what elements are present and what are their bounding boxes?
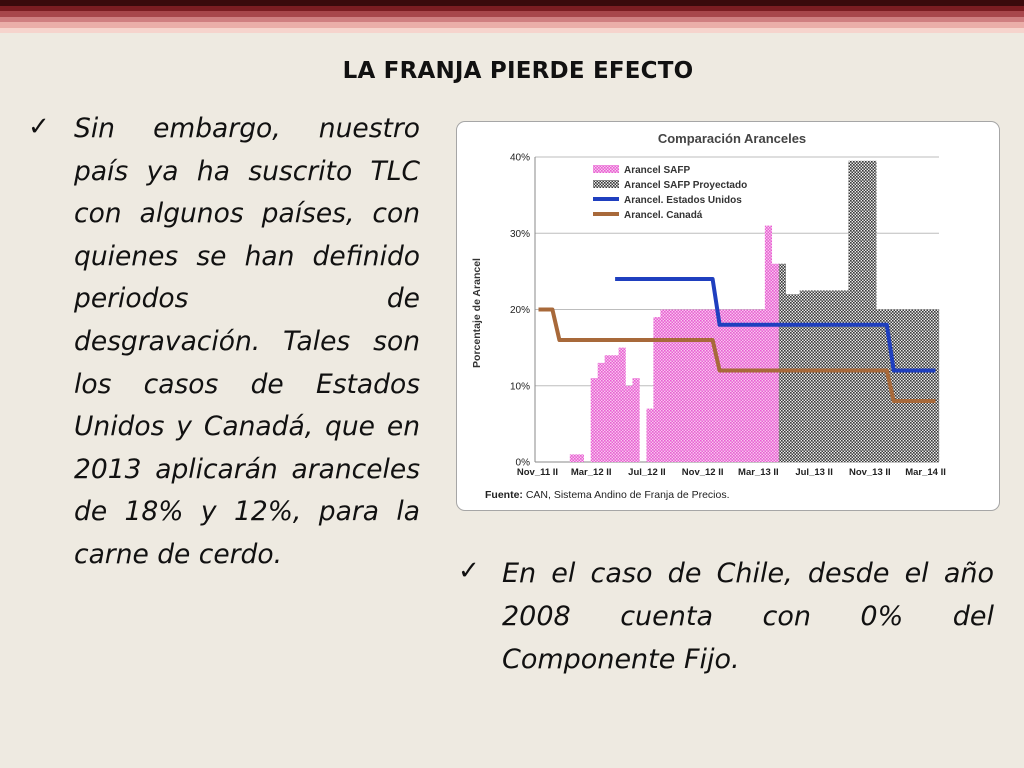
safp-bar bbox=[702, 309, 710, 462]
safp-bar bbox=[597, 362, 605, 462]
safp-projected-bar bbox=[778, 263, 786, 462]
chart-container: Comparación Aranceles Porcentaje de Aran… bbox=[456, 121, 1000, 511]
safp-bar bbox=[730, 309, 738, 462]
safp-projected-bar bbox=[848, 160, 856, 462]
safp-bar bbox=[611, 355, 619, 462]
safp-bar bbox=[590, 378, 598, 462]
safp-bar bbox=[667, 309, 675, 462]
safp-bar bbox=[681, 309, 689, 462]
safp-projected-bar bbox=[918, 309, 926, 462]
safp-bar bbox=[757, 309, 766, 462]
bullet-right-text: En el caso de Chile, desde el año 2008 c… bbox=[502, 558, 994, 675]
y-tick-label: 30% bbox=[510, 229, 530, 240]
header-stripes bbox=[0, 0, 1024, 38]
checkmark-icon: ✓ bbox=[28, 112, 50, 142]
safp-bar bbox=[646, 408, 654, 462]
safp-projected-bar bbox=[932, 309, 940, 462]
safp-projected-bar bbox=[897, 309, 905, 462]
safp-bar bbox=[695, 309, 703, 462]
x-tick-label: Nov_13 II bbox=[849, 467, 891, 478]
stripe bbox=[0, 27, 1024, 33]
safp-projected-bar bbox=[862, 160, 870, 462]
slide-title: LA FRANJA PIERDE EFECTO bbox=[342, 58, 694, 84]
safp-projected-bar bbox=[834, 290, 842, 462]
safp-bar bbox=[771, 263, 779, 462]
safp-projected-bar bbox=[904, 309, 912, 462]
safp-bar bbox=[750, 309, 759, 462]
safp-bar bbox=[653, 317, 661, 462]
safp-projected-bar bbox=[911, 309, 919, 462]
x-tick-label: Jul_13 II bbox=[795, 467, 833, 478]
y-tick-label: 20% bbox=[510, 305, 530, 316]
chart-source: Fuente: CAN, Sistema Andino de Franja de… bbox=[485, 489, 730, 501]
bullet-right: ✓ En el caso de Chile, desde el año 2008… bbox=[458, 552, 994, 681]
y-tick-labels: 0% 10% 20% 30% 40% bbox=[510, 153, 530, 469]
x-tick-label: Jul_12 II bbox=[628, 467, 666, 478]
safp-bar bbox=[604, 355, 612, 462]
safp-bar bbox=[674, 309, 682, 462]
safp-projected-bar bbox=[785, 294, 793, 462]
safp-projected-bar bbox=[792, 294, 800, 462]
x-tick-label: Nov_11 II bbox=[517, 467, 558, 478]
x-tick-label: Mar_13 II bbox=[738, 467, 779, 478]
safp-projected-bar bbox=[855, 160, 863, 462]
legend-swatch-safp bbox=[593, 165, 619, 173]
safp-bar bbox=[660, 309, 668, 462]
canada-tariff-line bbox=[538, 307, 936, 403]
legend-label: Arancel. Canadá bbox=[624, 210, 703, 221]
safp-bar bbox=[569, 454, 577, 462]
x-tick-label: Nov_12 II bbox=[682, 467, 724, 478]
safp-projected-bar bbox=[806, 290, 814, 462]
safp-bar bbox=[737, 309, 745, 462]
safp-projected-bar bbox=[890, 309, 898, 462]
checkmark-icon: ✓ bbox=[458, 556, 480, 586]
safp-bar bbox=[709, 309, 717, 462]
safp-bar bbox=[618, 347, 626, 462]
safp-bar bbox=[632, 378, 640, 462]
safp-projected-bar bbox=[883, 309, 891, 462]
source-text: CAN, Sistema Andino de Franja de Precios… bbox=[523, 489, 730, 501]
legend-label: Arancel. Estados Unidos bbox=[624, 195, 742, 206]
safp-projected-bar bbox=[876, 309, 884, 462]
safp-projected-bar bbox=[869, 160, 877, 462]
bar-series bbox=[569, 160, 940, 462]
safp-bar bbox=[723, 309, 731, 462]
line-series bbox=[538, 277, 936, 403]
tariff-comparison-chart: Comparación Aranceles Porcentaje de Aran… bbox=[471, 131, 946, 501]
y-tick-label: 10% bbox=[510, 381, 530, 392]
safp-bar bbox=[576, 454, 584, 462]
safp-projected-bar bbox=[925, 309, 933, 462]
safp-projected-bar bbox=[813, 290, 821, 462]
safp-bar bbox=[743, 309, 752, 462]
y-tick-label: 40% bbox=[510, 153, 530, 164]
x-tick-label: Mar_14 II bbox=[905, 467, 946, 478]
stripe bbox=[0, 16, 1024, 22]
bullet-left: ✓ Sin embargo, nuestro país ya ha suscri… bbox=[28, 108, 420, 577]
y-axis-label: Porcentaje de Arancel bbox=[471, 258, 483, 368]
stripe bbox=[0, 5, 1024, 11]
safp-projected-bar bbox=[820, 290, 828, 462]
safp-bar bbox=[716, 309, 724, 462]
chart-legend: Arancel SAFP Arancel SAFP Proyectado Aranc… bbox=[593, 165, 747, 221]
safp-bar bbox=[764, 225, 773, 462]
x-tick-labels: Nov_11 II Mar_12 II Jul_12 II Nov_12 II Mar_… bbox=[517, 467, 946, 478]
y-tick-label: 0% bbox=[516, 458, 531, 469]
safp-bar bbox=[688, 309, 696, 462]
stripe bbox=[0, 22, 1024, 28]
legend-label: Arancel SAFP Proyectado bbox=[624, 180, 747, 191]
bullet-left-text: Sin embargo, nuestro país ya ha suscrito… bbox=[74, 113, 420, 570]
y-axis-label-group: Porcentaje de Arancel bbox=[471, 258, 483, 368]
safp-bar bbox=[625, 385, 633, 462]
x-tick-label: Mar_12 II bbox=[571, 467, 612, 478]
legend-swatch-projected bbox=[593, 180, 619, 188]
legend-label: Arancel SAFP bbox=[624, 165, 690, 176]
stripe bbox=[0, 11, 1024, 17]
safp-projected-bar bbox=[841, 290, 849, 462]
usa-tariff-line bbox=[615, 277, 936, 373]
chart-title: Comparación Aranceles bbox=[658, 131, 806, 146]
source-label: Fuente: bbox=[485, 489, 523, 501]
safp-projected-bar bbox=[827, 290, 835, 462]
stripe bbox=[0, 0, 1024, 6]
safp-projected-bar bbox=[799, 290, 807, 462]
